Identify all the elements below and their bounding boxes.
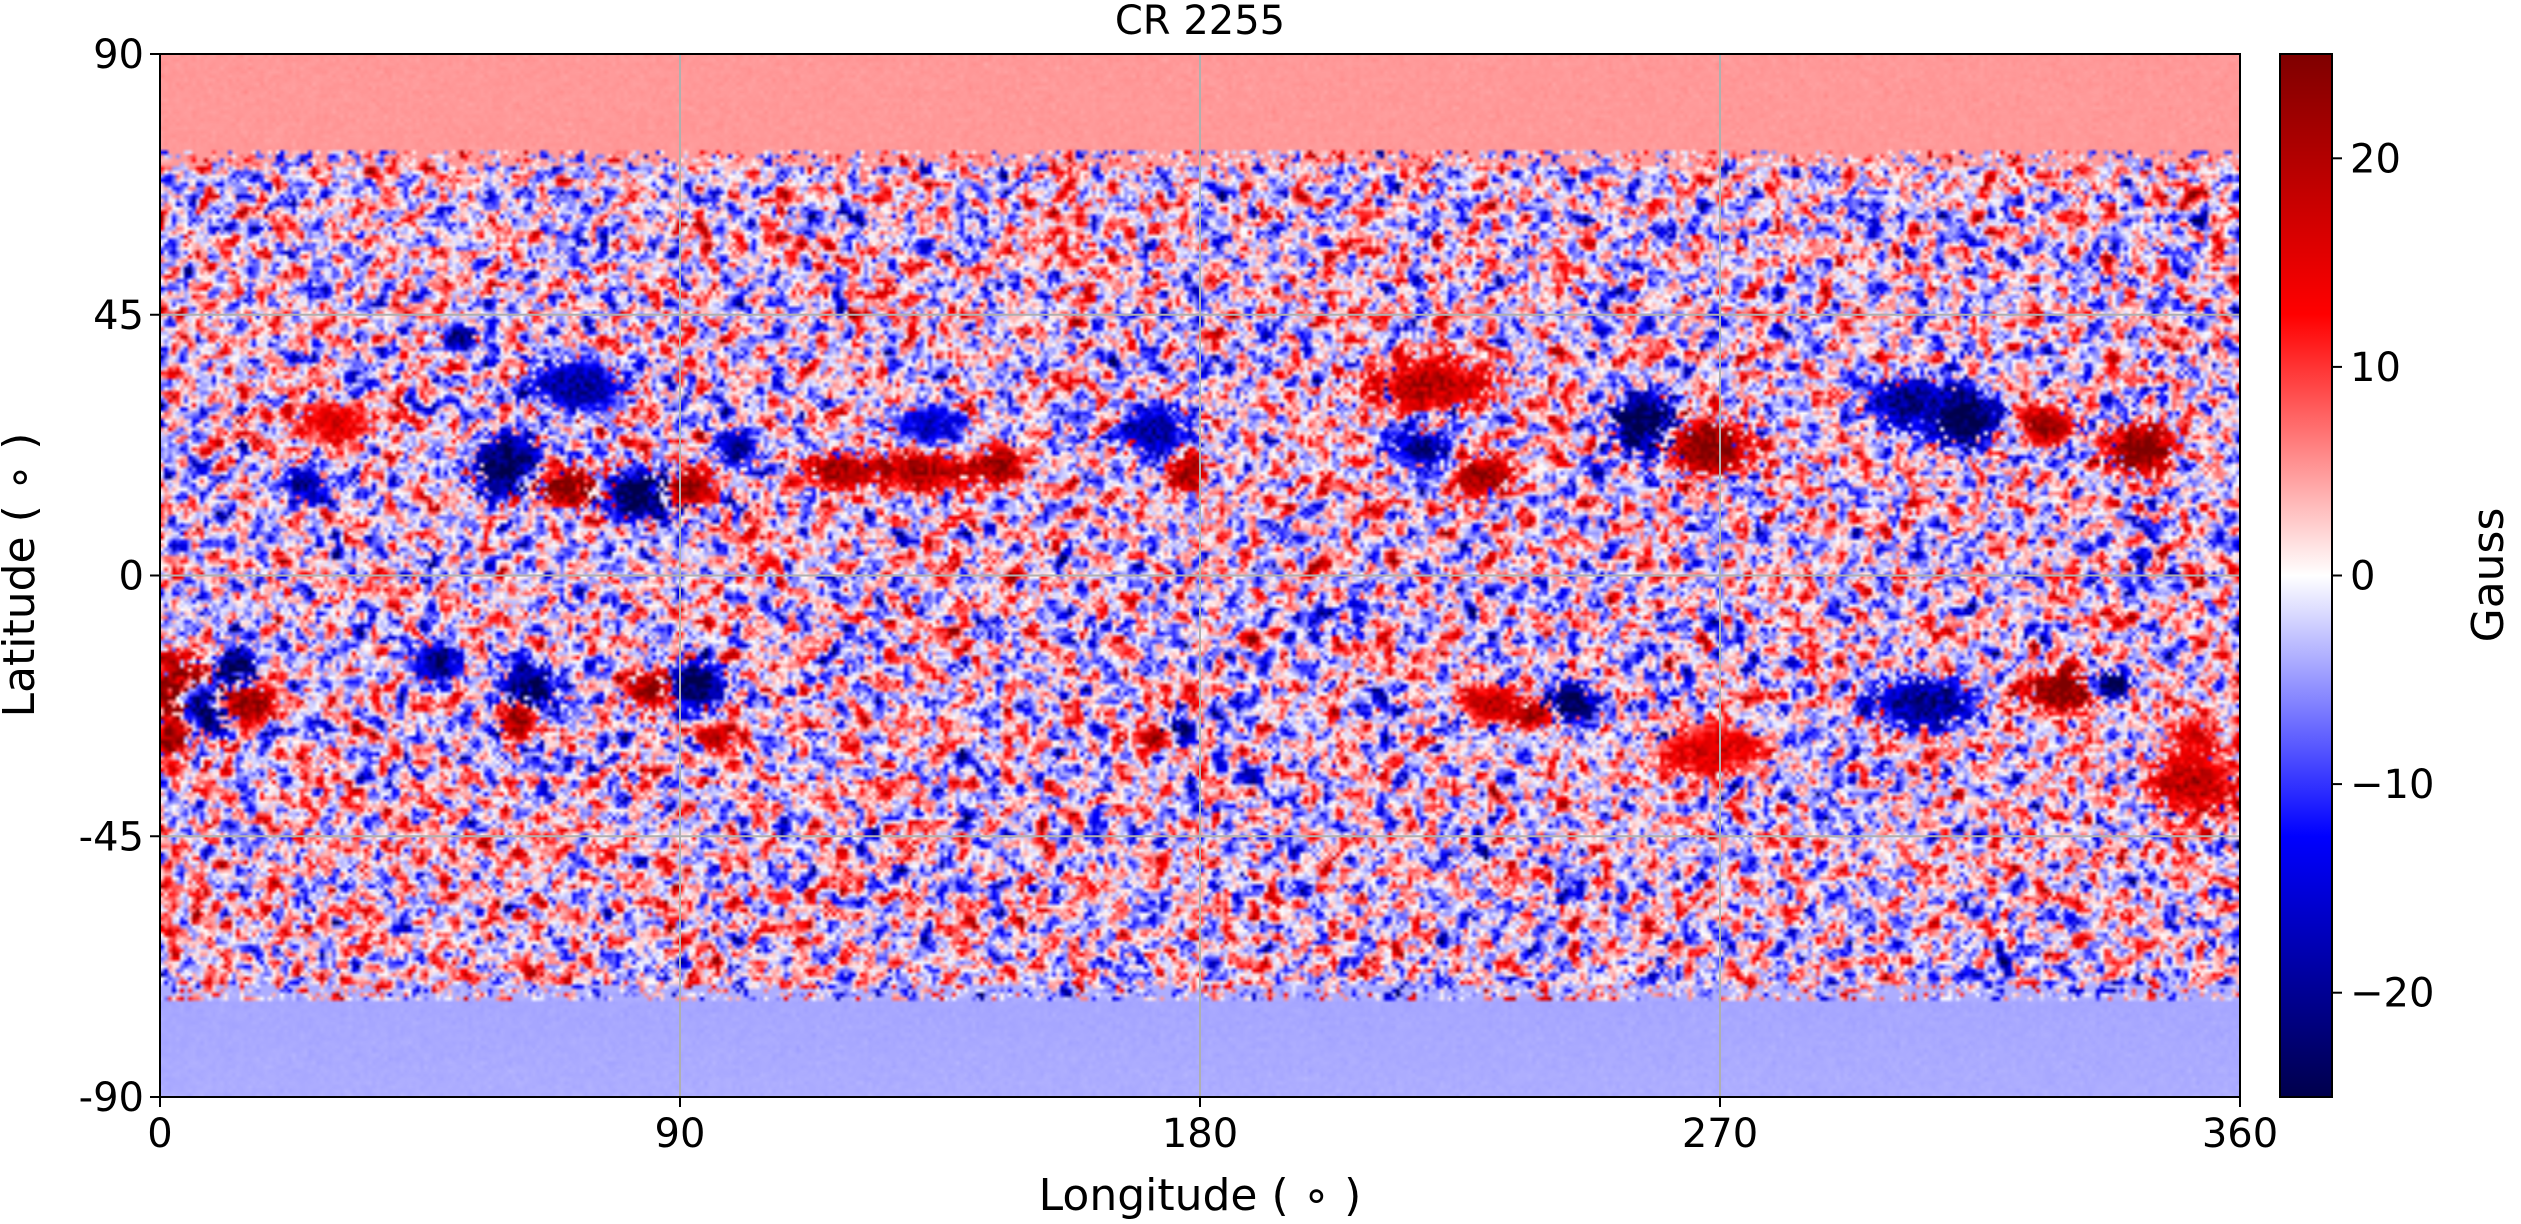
x-tick-label: 90 xyxy=(655,1111,706,1157)
chart-title: CR 2255 xyxy=(1115,0,1285,44)
y-tick-label: 45 xyxy=(93,293,144,339)
y-tick-label: 90 xyxy=(93,32,144,78)
colorbar-tick-label: 10 xyxy=(2350,345,2401,391)
y-tick-label: -90 xyxy=(79,1075,144,1121)
y-axis-ticks: 90 45 0 -45 -90 xyxy=(79,32,160,1121)
x-tick-label: 180 xyxy=(1162,1111,1238,1157)
x-tick-label: 270 xyxy=(1682,1111,1758,1157)
x-tick-label: 360 xyxy=(2202,1111,2278,1157)
x-axis-label: Longitude ( ∘ ) xyxy=(1039,1170,1362,1221)
y-tick-label: 0 xyxy=(119,554,144,600)
y-tick-label: -45 xyxy=(79,814,144,860)
x-axis-ticks: 0 90 180 270 360 xyxy=(147,1097,2278,1157)
gridlines xyxy=(160,54,2240,1097)
colorbar xyxy=(2279,53,2333,1098)
colorbar-tick-label: −20 xyxy=(2350,971,2434,1017)
colorbar-ticks: 20 10 0 −10 −20 xyxy=(2332,136,2434,1017)
colorbar-tick-label: 20 xyxy=(2350,136,2401,182)
x-tick-label: 0 xyxy=(147,1111,172,1157)
colorbar-tick-label: 0 xyxy=(2350,554,2375,600)
y-axis-label: Latitude ( ∘ ) xyxy=(0,433,45,718)
colorbar-label: Gauss xyxy=(2463,508,2514,643)
colorbar-tick-label: −10 xyxy=(2350,762,2434,808)
